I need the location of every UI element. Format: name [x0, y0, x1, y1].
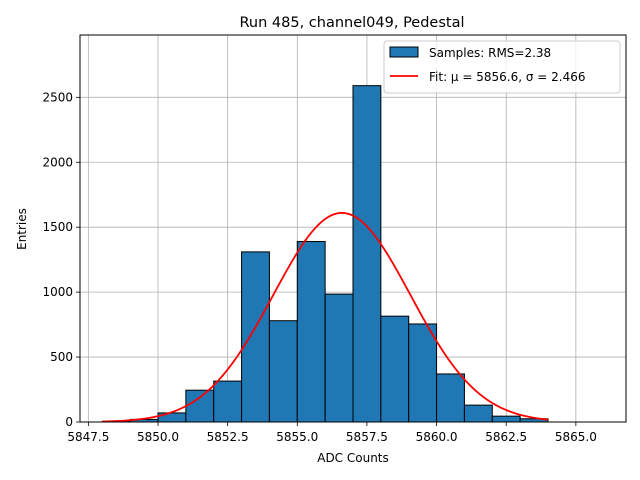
y-axis-ticks: 0 500 1000 1500 2000 2500: [42, 90, 80, 429]
x-tick-label: 5855.0: [276, 430, 318, 444]
fit-curve-group: [102, 212, 549, 423]
y-tick-label: 1500: [42, 220, 73, 234]
legend-samples-label: Samples: RMS=2.38: [429, 46, 551, 60]
legend: Samples: RMS=2.38 Fit: μ = 5856.6, σ = 2…: [383, 40, 621, 94]
x-tick-label: 5862.5: [485, 430, 527, 444]
legend-box: [383, 40, 621, 94]
legend-samples-swatch: [389, 46, 419, 58]
histogram-bar: [352, 85, 382, 423]
x-axis-ticks: 5847.5 5850.0 5852.5 5855.0 5857.5 5860.0 5862…: [67, 422, 597, 444]
x-tick-label: 5865.0: [555, 430, 597, 444]
y-axis-label: Entries: [15, 208, 29, 250]
x-axis-label: ADC Counts: [317, 451, 389, 465]
y-tick-label: 0: [65, 415, 73, 429]
x-tick-label: 5857.5: [346, 430, 388, 444]
histogram-bar: [463, 404, 493, 423]
y-tick-label: 500: [50, 350, 73, 364]
histogram-bar: [268, 320, 298, 423]
y-tick-label: 2500: [42, 90, 73, 104]
histogram-bar: [324, 293, 354, 423]
plot-frame: [79, 34, 627, 423]
chart-title: Run 485, channel049, Pedestal: [239, 15, 464, 31]
x-tick-label: 5852.5: [207, 430, 249, 444]
x-tick-label: 5847.5: [67, 430, 109, 444]
histogram-bar: [185, 389, 215, 423]
y-tick-label: 1000: [42, 285, 73, 299]
histogram-bar: [241, 251, 270, 423]
histogram-bar: [436, 373, 465, 423]
legend-fit-label: Fit: μ = 5856.6, σ = 2.466: [429, 70, 586, 84]
y-tick-label: 2000: [42, 155, 73, 169]
histogram-bar: [491, 415, 521, 423]
x-tick-label: 5860.0: [416, 430, 458, 444]
histogram-bar: [296, 240, 326, 423]
histogram-bar: [380, 315, 410, 423]
fit-curve: [102, 212, 549, 423]
histogram-bar: [213, 380, 243, 423]
histogram-bars: [101, 85, 549, 423]
x-tick-label: 5850.0: [137, 430, 179, 444]
histogram-bar: [408, 323, 438, 423]
